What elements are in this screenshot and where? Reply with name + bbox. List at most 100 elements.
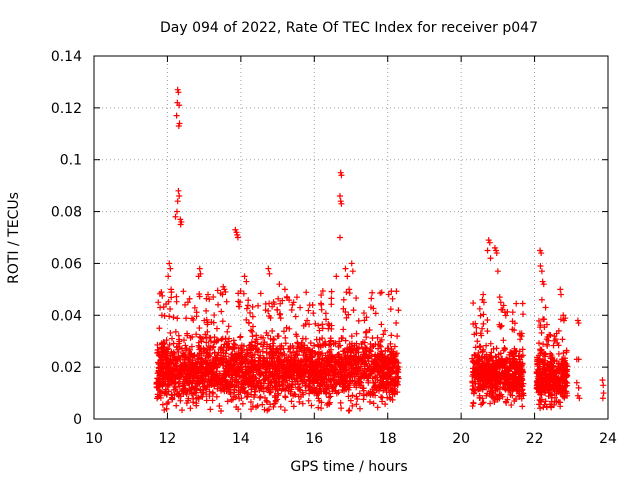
data-point (481, 355, 488, 362)
data-point (176, 336, 183, 343)
data-point (165, 370, 172, 377)
data-point (384, 356, 391, 363)
data-point (338, 172, 345, 179)
data-point (338, 200, 345, 207)
data-point (236, 353, 243, 360)
data-point (201, 358, 208, 365)
data-point (470, 300, 477, 307)
data-point (280, 381, 287, 388)
data-point (271, 336, 278, 343)
data-point (316, 356, 323, 363)
data-point (476, 305, 483, 312)
data-point (340, 348, 347, 355)
data-point (391, 343, 398, 350)
data-point (290, 362, 297, 369)
data-point (280, 328, 287, 335)
data-point (314, 371, 321, 378)
data-point (509, 326, 516, 333)
data-point (212, 380, 219, 387)
data-point (333, 361, 340, 368)
data-point (370, 400, 377, 407)
data-point (247, 359, 254, 366)
data-point (180, 288, 187, 295)
data-point (166, 260, 173, 267)
y-tick-label: 0 (73, 412, 82, 428)
data-point (215, 301, 222, 308)
data-point (159, 401, 166, 408)
data-point (287, 348, 294, 355)
data-point (288, 398, 295, 405)
data-point (372, 374, 379, 381)
data-point (280, 345, 287, 352)
data-point (221, 355, 228, 362)
data-point (224, 359, 231, 366)
data-point (477, 312, 484, 319)
data-point (537, 405, 544, 412)
data-point (475, 349, 482, 356)
data-point (496, 392, 503, 399)
data-point (313, 336, 320, 343)
data-point (182, 342, 189, 349)
data-point (253, 336, 260, 343)
data-point (558, 360, 565, 367)
data-point (198, 338, 205, 345)
data-point (382, 363, 389, 370)
data-point (284, 382, 291, 389)
data-point (171, 391, 178, 398)
data-point (254, 340, 261, 347)
data-point (274, 345, 281, 352)
data-point (538, 391, 545, 398)
data-point (234, 234, 241, 241)
data-point (476, 357, 483, 364)
data-point (335, 343, 342, 350)
data-point (391, 378, 398, 385)
data-point (349, 268, 356, 275)
data-point (296, 398, 303, 405)
data-point (362, 344, 369, 351)
data-point (519, 368, 526, 375)
data-point (275, 295, 282, 302)
data-point (277, 300, 284, 307)
data-point (274, 355, 281, 362)
data-point (509, 309, 516, 316)
data-point (240, 385, 247, 392)
data-point (184, 376, 191, 383)
data-point (381, 327, 388, 334)
data-point (293, 294, 300, 301)
data-point (248, 391, 255, 398)
data-point (221, 388, 228, 395)
data-point (186, 295, 193, 302)
data-point (196, 344, 203, 351)
data-point (175, 89, 182, 96)
data-point (356, 405, 363, 412)
data-point (193, 331, 200, 338)
data-point (368, 369, 375, 376)
data-point (196, 265, 203, 272)
data-point (336, 193, 343, 200)
data-point (191, 364, 198, 371)
data-point (336, 234, 343, 241)
data-point (321, 366, 328, 373)
data-point (319, 287, 326, 294)
data-point (156, 392, 163, 399)
data-point (393, 288, 400, 295)
data-point (170, 340, 177, 347)
data-point (469, 378, 476, 385)
data-point (165, 345, 172, 352)
data-point (222, 288, 229, 295)
data-point (252, 363, 259, 370)
data-point (500, 337, 507, 344)
data-point (224, 328, 231, 335)
data-point (265, 406, 272, 413)
data-point (218, 379, 225, 386)
data-point (383, 380, 390, 387)
data-point (161, 312, 168, 319)
data-point (514, 384, 521, 391)
data-point (158, 312, 165, 319)
data-point (214, 385, 221, 392)
data-point (387, 351, 394, 358)
data-point (550, 371, 557, 378)
data-point (328, 295, 335, 302)
data-point (168, 286, 175, 293)
data-point (314, 362, 321, 369)
